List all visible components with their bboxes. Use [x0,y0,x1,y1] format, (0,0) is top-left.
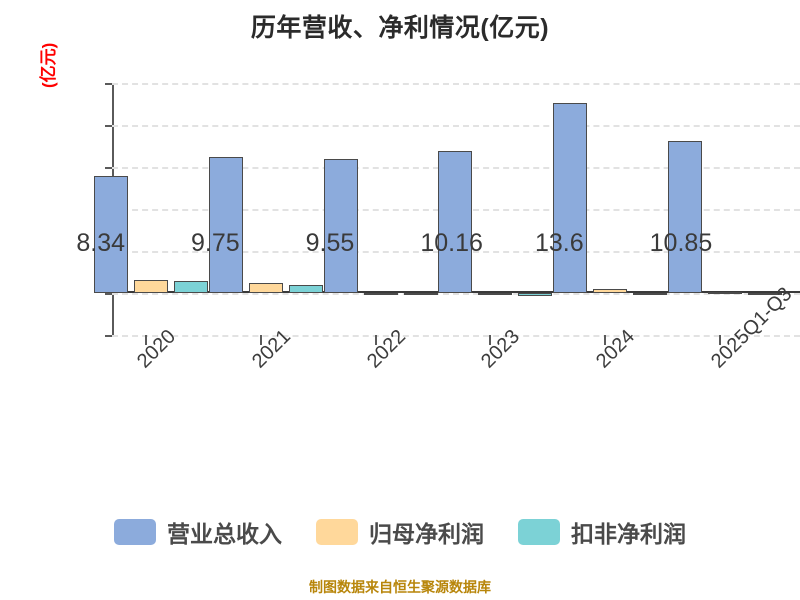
y-axis-title: (亿元) [39,42,58,88]
x-tick-label: 2025Q1-Q3 [706,283,797,373]
legend-label: 扣非净利润 [571,521,686,547]
legend-item[interactable]: 营业总收入 [114,515,282,549]
x-tick-mark [374,335,377,345]
legend-label: 归母净利润 [369,521,484,547]
bar [363,293,398,295]
y-tick-mark [105,335,112,337]
x-tick-label: 2023 [477,325,525,373]
bar [403,293,438,296]
bar [134,280,169,293]
bar [209,156,243,293]
x-tick-mark [260,335,262,345]
y-tick-mark [105,167,112,169]
bar [707,291,742,294]
bar [553,102,587,293]
bar [518,293,553,297]
bar [289,284,323,293]
legend-label: 营业总收入 [167,521,282,547]
legend-swatch-icon [114,519,156,545]
gridline [112,293,800,295]
bar [593,289,627,293]
x-tick-mark [145,335,148,345]
y-tick-mark [105,83,112,85]
legend-item[interactable]: 扣非净利润 [518,515,686,549]
legend-swatch-icon [316,519,358,545]
bar [323,159,358,293]
bar [94,176,129,293]
legend-item[interactable]: 归母净利润 [316,515,484,549]
y-tick-mark [105,293,112,295]
gridline [112,125,800,127]
x-tick-label: 2024 [592,325,640,373]
x-tick-label: 2020 [133,325,181,373]
bar [249,283,283,293]
source-note: 制图数据来自恒生聚源数据库 [309,579,491,595]
bar [747,292,782,295]
x-tick-label: 2022 [362,325,410,373]
y-tick-mark [105,125,112,127]
bar [438,150,473,293]
x-tick-mark [718,335,721,345]
legend-swatch-icon [518,519,560,545]
x-tick-mark [604,335,606,345]
x-tick-mark [489,335,492,345]
bar [667,141,702,293]
chart-legend: 营业总收入 归母净利润 扣非净利润 [0,515,800,549]
x-tick-label: 2021 [248,325,296,373]
bar [478,293,513,295]
plot-area: -3036912158.3420209.7520219.55202210.162… [76,83,800,373]
chart-title: 历年营收、净利情况(亿元) [250,14,550,42]
gridline [112,335,800,337]
gridline [112,83,800,85]
bar [633,292,667,295]
bar [174,281,209,293]
